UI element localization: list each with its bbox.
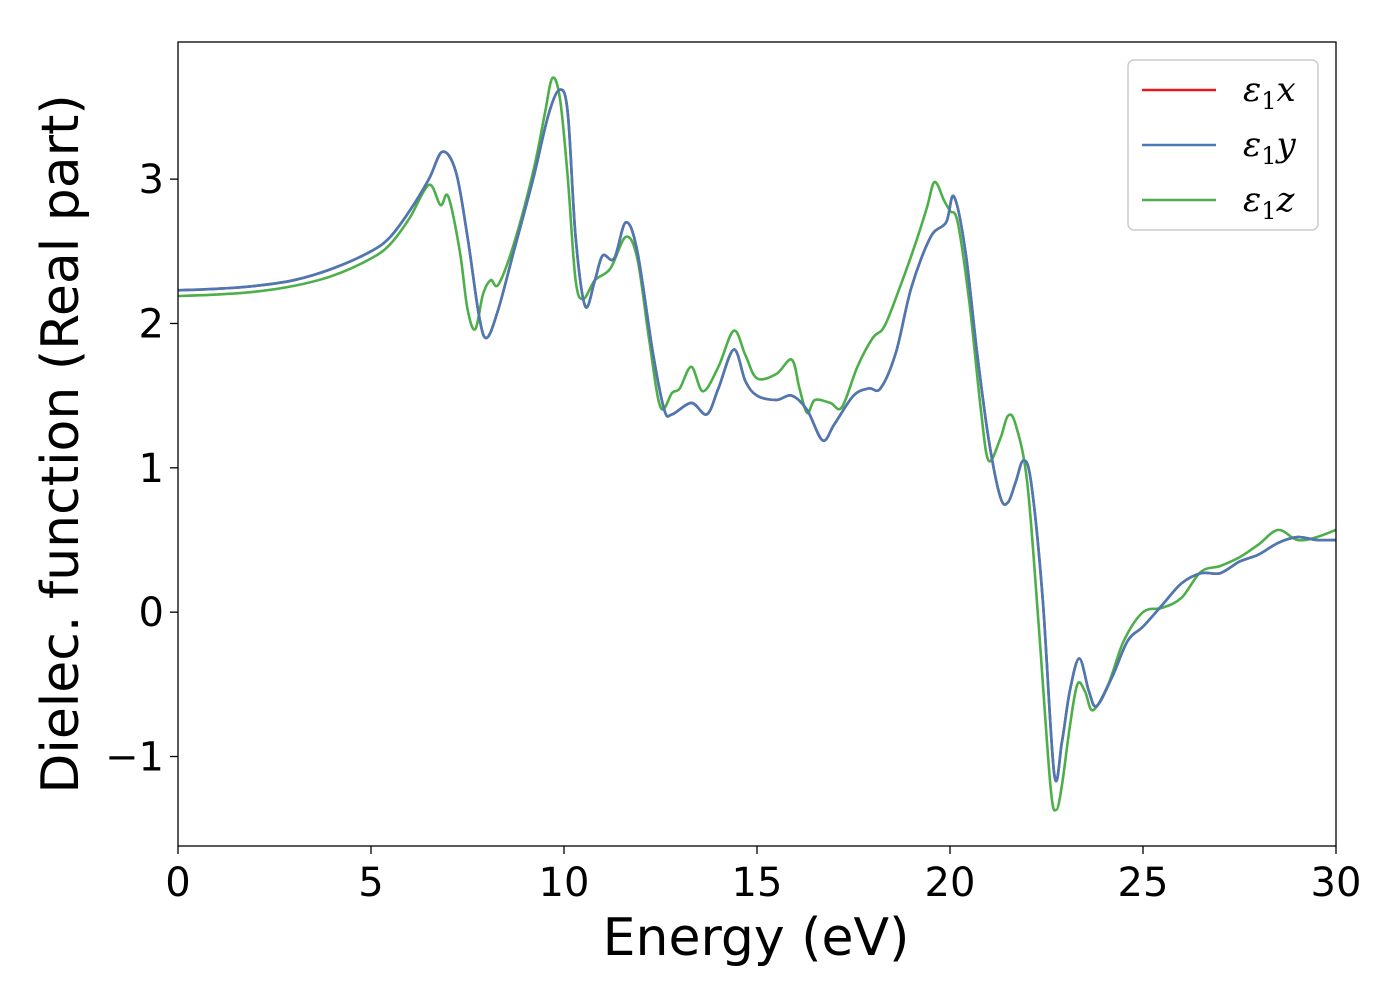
legend-label-y: ε1y	[1243, 125, 1297, 170]
x-tick-label: 10	[539, 860, 590, 906]
y-axis-label: Dielec. function (Real part)	[31, 94, 91, 793]
y-tick-label: −1	[105, 735, 164, 781]
x-axis-label: Energy (eV)	[603, 908, 910, 968]
y-tick-label: 3	[139, 157, 164, 203]
series-line-z	[178, 76, 1336, 812]
series-line-y	[178, 88, 1336, 783]
legend-items: ε1x ε1y ε1z	[1142, 70, 1297, 225]
y-tick-label: 2	[139, 301, 164, 347]
y-tick-label: 1	[139, 446, 164, 492]
legend-label-x: ε1x	[1243, 70, 1296, 115]
x-tick-label: 15	[732, 860, 783, 906]
y-axis-ticks: −1 0 1 2 3	[105, 157, 178, 781]
x-tick-label: 25	[1118, 860, 1169, 906]
legend-label-z: ε1z	[1243, 180, 1296, 225]
y-tick-label: 0	[139, 590, 164, 636]
x-tick-label: 30	[1311, 860, 1362, 906]
x-tick-label: 5	[358, 860, 383, 906]
legend-box	[1127, 59, 1319, 231]
x-axis-ticks: 0 5 10 15 20 25 30	[165, 846, 1361, 906]
x-tick-label: 0	[165, 860, 190, 906]
legend: ε1x ε1y ε1z	[1127, 59, 1319, 231]
x-tick-label: 20	[925, 860, 976, 906]
